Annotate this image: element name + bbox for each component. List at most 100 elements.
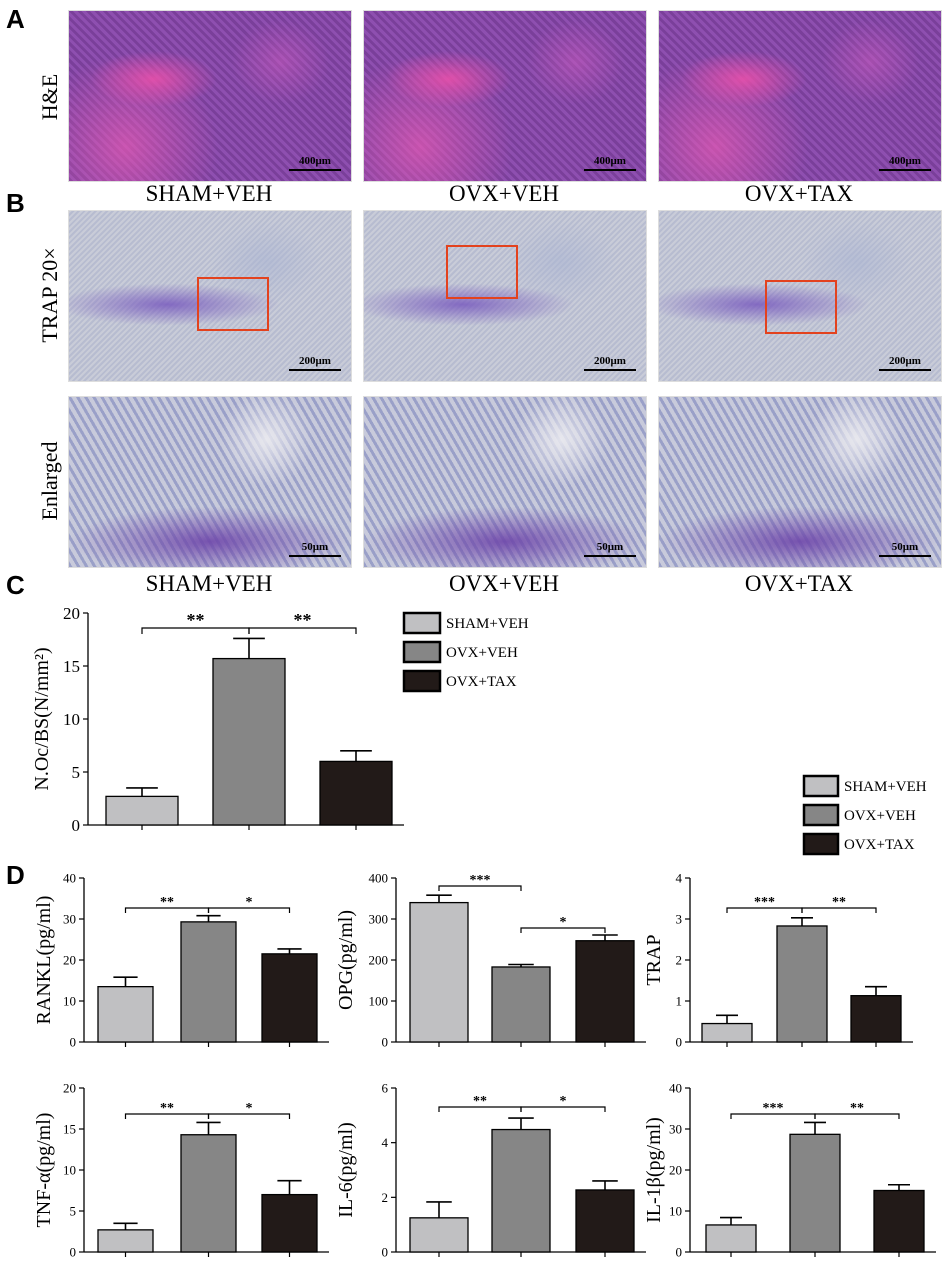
y-tick-label: 0 [70,1035,77,1050]
scalebar: 400μm [879,155,931,171]
scalebar: 200μm [289,355,341,371]
legend-swatch [402,669,442,693]
micrograph-enlarged-ovx-veh: 50μm [363,396,647,568]
y-tick-label: 0 [72,816,81,835]
zoom-region-box [446,245,518,299]
bar-sham-veh [409,901,469,1043]
bar-sham-veh [97,986,154,1043]
y-tick-label: 200 [369,953,389,968]
significance-label: ** [187,610,205,630]
significance-bracket [814,1113,900,1119]
y-tick-label: 10 [669,1204,682,1219]
legend-panel-c: SHAM+VEH OVX+VEH OVX+TAX [402,611,529,693]
bar-ovx-veh [491,966,551,1043]
group-label-ovx-tax: OVX+TAX [744,571,854,596]
significance-label: ** [160,895,174,910]
group-label-sham-veh: SHAM+VEH [145,571,273,596]
y-tick-label: 1 [676,994,683,1009]
group-label-ovx-tax: OVX+TAX [744,181,854,206]
significance-bracket [730,1113,816,1119]
scalebar: 200μm [584,355,636,371]
y-tick-label: 400 [369,871,389,886]
bar-ovx-veh [789,1133,841,1253]
bar-ovx-veh [180,1134,237,1253]
bar-ovx-tax [850,995,902,1043]
legend-label: OVX+TAX [446,674,517,690]
significance-bracket [248,627,357,634]
legend-panel-d: SHAM+VEH OVX+VEH OVX+TAX [802,774,927,856]
legend-swatch [802,832,840,856]
y-tick-label: 300 [369,912,389,927]
y-tick-label: 2 [382,1190,389,1205]
significance-label: ** [850,1101,864,1116]
y-tick-label: 6 [382,1081,389,1096]
y-tick-label: 40 [63,871,76,886]
y-axis-label: OPG(pg/ml) [335,910,357,1010]
bar-sham-veh [705,1224,757,1253]
legend-label: SHAM+VEH [446,616,529,632]
bar-sham-veh [409,1217,469,1253]
significance-bracket [520,1106,606,1112]
micrograph-he-ovx-tax: 400μm [658,10,942,182]
bar-ovx-veh [776,925,828,1043]
significance-bracket [801,907,877,913]
legend-swatch [802,803,840,827]
bar-ovx-tax [261,1193,318,1253]
micrograph-he-ovx-veh: 400μm [363,10,647,182]
bar-sham-veh [701,1022,753,1043]
bar-sham-veh [97,1229,154,1253]
significance-bracket [207,1113,291,1119]
significance-bracket [726,907,803,913]
scalebar: 400μm [584,155,636,171]
bar-ovx-tax [575,1189,635,1253]
bar-ovx-tax [575,940,635,1043]
y-tick-label: 20 [669,1163,682,1178]
scalebar: 50μm [584,541,636,557]
significance-bracket [141,627,250,634]
y-axis-label: IL-6(pg/ml) [335,1122,357,1218]
row-label-he: H&E [37,73,62,121]
zoom-region-box [765,280,837,334]
y-axis-label: IL-1β(pg/ml) [643,1117,665,1223]
legend-swatch [402,640,442,664]
panel-letter-b: B [6,188,25,218]
y-tick-label: 30 [63,912,76,927]
group-label-sham-veh: SHAM+VEH [145,181,273,206]
panel-letter-d: D [6,860,25,890]
y-axis-label: N.Oc/BS(N/mm²) [31,647,53,790]
significance-label: * [246,1101,253,1116]
significance-bracket [207,907,291,913]
significance-bracket [124,1113,210,1119]
significance-label: ** [832,895,846,910]
scalebar: 200μm [879,355,931,371]
y-tick-label: 15 [63,1122,76,1137]
y-tick-label: 40 [669,1081,682,1096]
scalebar: 50μm [879,541,931,557]
legend-swatch [802,774,840,798]
row-label-enlarged: Enlarged [37,441,62,521]
bar-ovx-veh [212,657,286,826]
group-label-ovx-veh: OVX+VEH [448,181,560,206]
micrograph-trap-sham-veh: 200μm [68,210,352,382]
significance-label: ** [473,1094,487,1109]
y-tick-label: 10 [63,710,80,729]
significance-bracket [438,1106,522,1112]
micrograph-enlarged-ovx-tax: 50μm [658,396,942,568]
y-tick-label: 0 [676,1245,683,1260]
y-tick-label: 4 [676,871,683,886]
significance-label: *** [763,1101,784,1116]
y-tick-label: 3 [676,912,683,927]
y-axis-label: RANKL(pg/ml) [33,896,55,1025]
y-tick-label: 20 [63,953,76,968]
group-label-ovx-veh: OVX+VEH [448,571,560,596]
legend-label: OVX+VEH [446,645,518,661]
significance-label: ** [160,1101,174,1116]
y-tick-label: 0 [382,1035,389,1050]
bar-ovx-tax [319,760,393,826]
y-tick-label: 10 [63,1163,76,1178]
micrograph-trap-ovx-veh: 200μm [363,210,647,382]
